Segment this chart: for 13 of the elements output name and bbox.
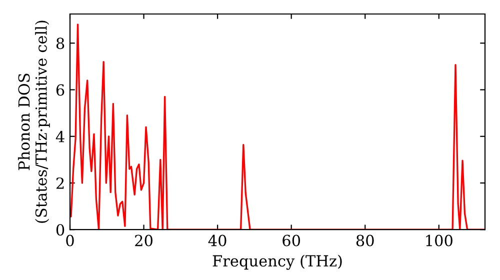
x-tick-label: 100 (426, 234, 452, 246)
y-tick-label: 2 (56, 177, 64, 189)
x-axis-title: Frequency (THz) (212, 254, 342, 270)
x-tick-label: 40 (208, 234, 226, 246)
x-tick-label: 60 (282, 234, 300, 246)
y-tick-label: 8 (56, 38, 64, 50)
y-axis-title: Phonon DOS (States/THz·primitive cell) (18, 20, 50, 223)
x-tick-label: 20 (135, 234, 152, 246)
y-tick-label: 0 (56, 224, 64, 236)
y-tick-label: 4 (56, 130, 64, 142)
y-tick-label: 6 (56, 84, 64, 96)
x-tick-label: 80 (356, 234, 374, 246)
x-tick-label: 0 (66, 234, 74, 246)
